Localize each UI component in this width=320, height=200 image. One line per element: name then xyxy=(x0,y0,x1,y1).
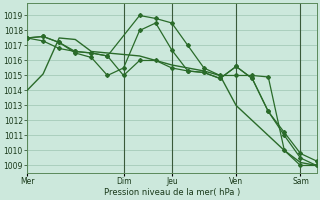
X-axis label: Pression niveau de la mer( hPa ): Pression niveau de la mer( hPa ) xyxy=(104,188,240,197)
